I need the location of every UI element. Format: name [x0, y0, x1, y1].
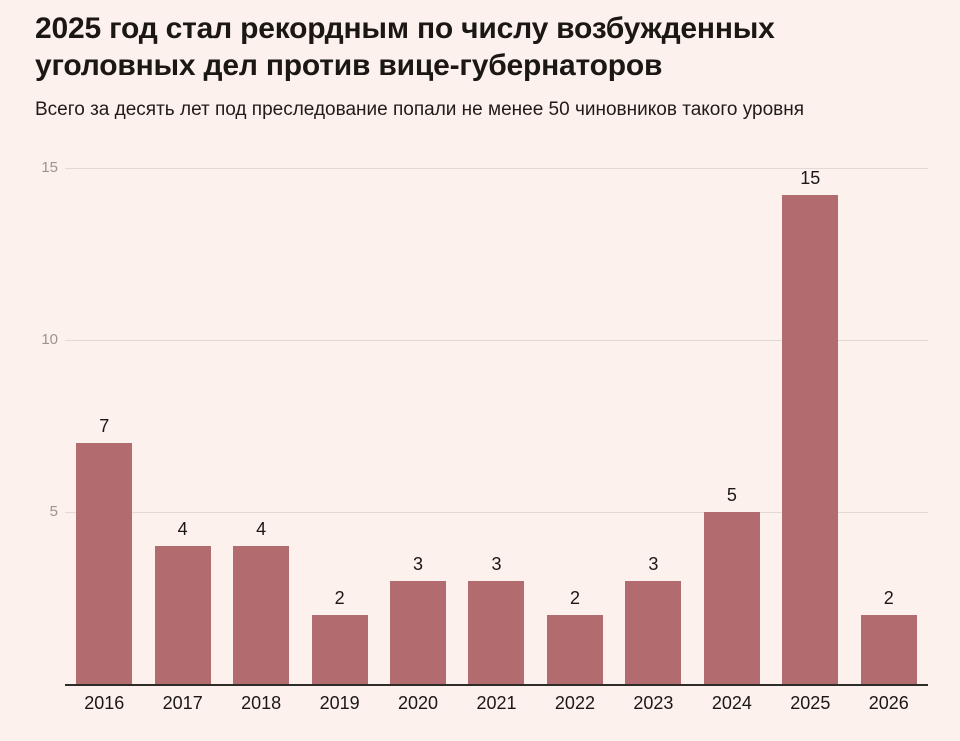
- bar: [390, 581, 447, 684]
- bar-slot: 4: [222, 168, 300, 684]
- y-axis-tick-label: 10: [41, 331, 58, 348]
- bar: [233, 546, 290, 684]
- bar-value-label: 4: [177, 519, 188, 539]
- bar-value-label: 3: [491, 554, 502, 574]
- chart-subtitle: Всего за десять лет под преследование по…: [35, 99, 805, 120]
- bar-slot: 3: [457, 168, 535, 684]
- bar: [703, 512, 760, 684]
- bar-value-label: 7: [99, 416, 110, 436]
- bar-slot: 2: [536, 168, 614, 684]
- bar-value-label: 3: [648, 554, 659, 574]
- bar: [154, 546, 211, 684]
- bar: [625, 581, 682, 684]
- x-axis-tick-label: 2022: [554, 693, 595, 713]
- bar: [76, 443, 133, 684]
- bar-value-label: 15: [800, 168, 821, 188]
- x-axis-tick-label: 2018: [241, 693, 282, 713]
- bar-value-label: 2: [883, 588, 894, 608]
- x-axis-tick-label: 2021: [476, 693, 517, 713]
- x-axis-tick-label: 2024: [711, 693, 752, 713]
- gridline: [65, 512, 928, 513]
- bar: [311, 615, 368, 684]
- y-axis-tick-label: 15: [41, 159, 58, 176]
- bar-value-label: 2: [334, 588, 345, 608]
- x-axis-tick-label: 2020: [398, 693, 439, 713]
- bar: [546, 615, 603, 684]
- x-axis-tick-label: 2017: [162, 693, 203, 713]
- x-axis-tick-label: 2019: [319, 693, 360, 713]
- x-axis-tick-label: 2016: [84, 693, 125, 713]
- bar: [468, 581, 525, 684]
- bar: [782, 195, 839, 684]
- gridline: [65, 168, 928, 169]
- y-axis-tick-label: 5: [49, 503, 58, 520]
- bar-value-label: 4: [256, 519, 267, 539]
- x-axis-line: [65, 684, 928, 686]
- x-axis-tick-label: 2026: [868, 693, 909, 713]
- bar-slot: 2: [850, 168, 928, 684]
- bar-slot: 5: [693, 168, 771, 684]
- bar: [860, 615, 917, 684]
- bar-slot: 3: [614, 168, 692, 684]
- x-axis-tick-label: 2025: [790, 693, 831, 713]
- x-axis-labels: 2016 2017 2018 2019 2020 2021 2022 2023 2024 2025…: [65, 692, 928, 714]
- gridline: [65, 340, 928, 341]
- chart-title: 2025 год стал рекордным по числу возбужд…: [35, 10, 935, 84]
- bar-value-label: 2: [569, 588, 580, 608]
- chart-title-line-1: 2025 год стал рекордным по числу возбужд…: [35, 12, 775, 45]
- bar-slot: 15: [771, 168, 849, 684]
- bar-value-label: 3: [413, 554, 424, 574]
- bar-slot: 4: [143, 168, 221, 684]
- bar-value-label: 5: [726, 485, 737, 505]
- bar-slot: 2: [300, 168, 378, 684]
- bars-area: 7 4 4 2 3 3 2 3 5 15 2: [65, 168, 928, 684]
- chart-title-line-2: уголовных дел против вице-губернаторов: [35, 49, 663, 82]
- x-axis-tick-label: 2023: [633, 693, 674, 713]
- bar-slot: 7: [65, 168, 143, 684]
- bar-slot: 3: [379, 168, 457, 684]
